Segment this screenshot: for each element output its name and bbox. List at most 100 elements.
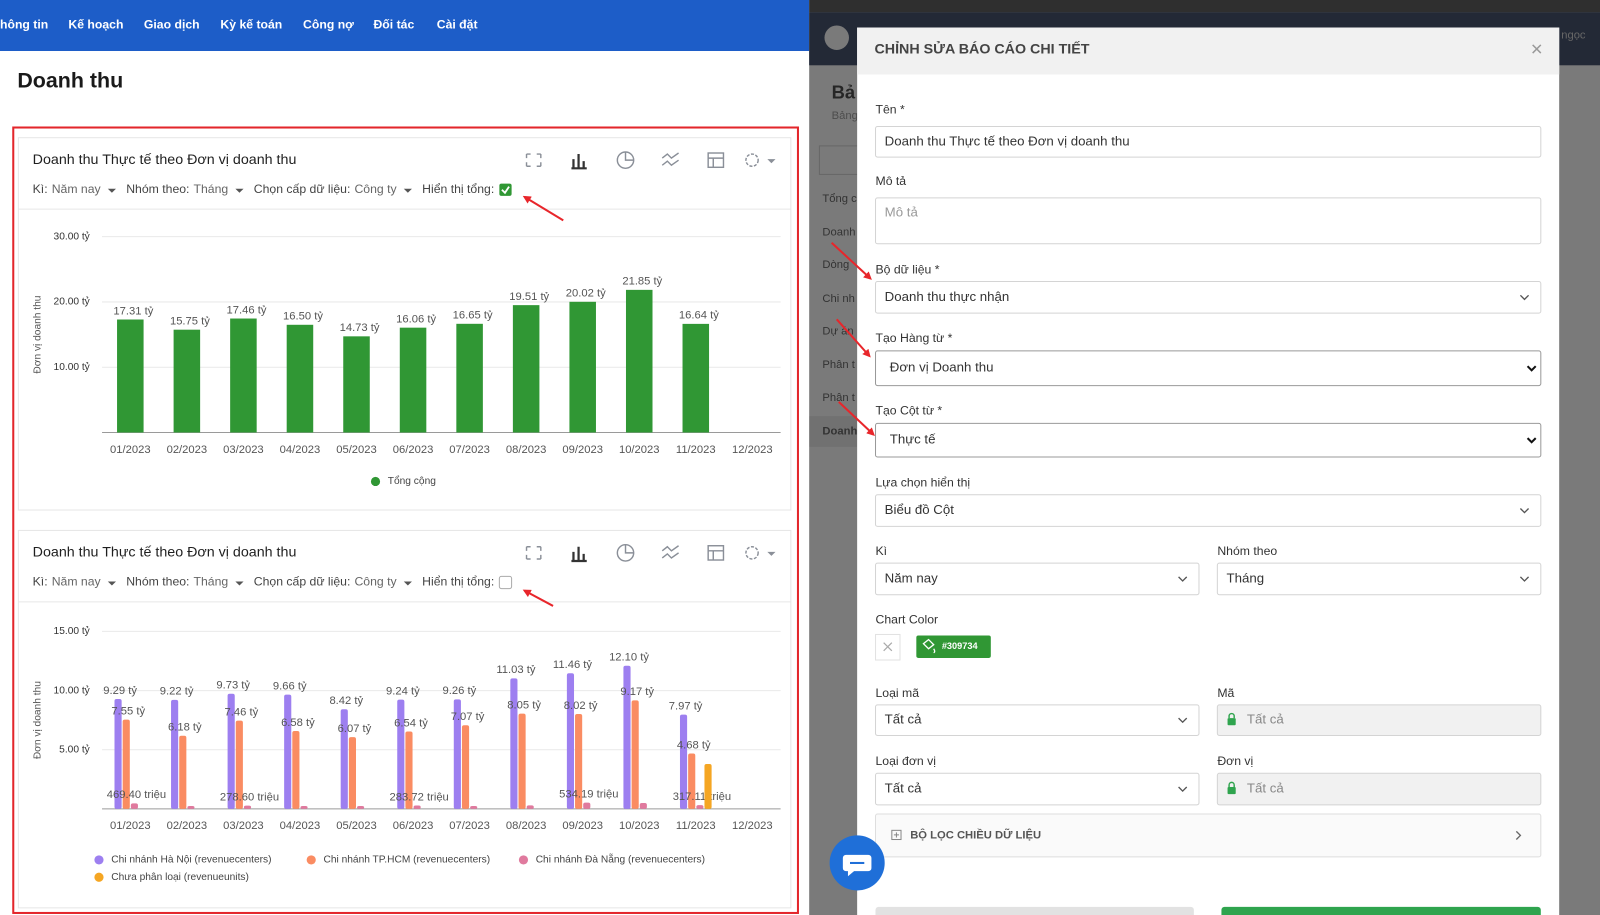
nav-item[interactable]: Cài đặt — [437, 18, 478, 32]
cancel-button[interactable] — [875, 906, 1194, 915]
value-label: 20.02 tỷ — [566, 288, 606, 300]
bar — [682, 323, 710, 433]
bar — [461, 725, 470, 809]
input[interactable] — [875, 281, 1542, 314]
caret — [107, 581, 116, 586]
filter-label[interactable]: Nhóm theo: — [126, 182, 189, 196]
icon-expand[interactable] — [525, 153, 542, 167]
legend-marker[interactable] — [518, 855, 529, 865]
card — [17, 137, 792, 511]
x-tick-label: 12/2023 — [732, 444, 773, 456]
nav-item[interactable]: Giao dịch — [144, 18, 200, 32]
filter-label[interactable]: Chọn cấp dữ liệu: — [254, 575, 351, 589]
legend-marker[interactable] — [94, 855, 104, 865]
field-label: Chart Color — [876, 612, 939, 626]
icon-bar[interactable] — [571, 154, 587, 170]
value-label: 469.40 triệu — [107, 789, 166, 801]
field-label: Bộ dữ liệu * — [876, 263, 940, 277]
bar — [413, 805, 421, 809]
icon-table-lines — [708, 550, 724, 561]
bar — [343, 336, 370, 433]
field-label: Nhóm theo — [1217, 544, 1277, 558]
caret — [767, 159, 776, 164]
legend-label[interactable]: Chi nhánh Hà Nội (revenuecenters) — [111, 855, 271, 866]
bar — [625, 289, 653, 433]
dimension-filter[interactable] — [875, 813, 1542, 858]
input[interactable] — [875, 197, 1542, 245]
show-total-checkbox[interactable] — [498, 575, 513, 590]
bar — [405, 731, 413, 809]
nav-item[interactable]: hông tin — [0, 18, 48, 32]
icon-settings[interactable] — [745, 153, 759, 167]
show-total-label: Hiển thị tổng: — [422, 182, 494, 196]
legend-label[interactable]: Chi nhánh Đà Nẵng (revenuecenters) — [536, 853, 705, 866]
nav-item[interactable]: Đối tác — [373, 18, 414, 32]
save-button[interactable] — [1221, 906, 1541, 915]
field-label: Mã — [1217, 686, 1234, 700]
filter-value[interactable]: Năm nay — [52, 575, 102, 589]
filter-value[interactable]: Năm nay — [52, 182, 102, 196]
input[interactable] — [875, 562, 1200, 596]
bar — [679, 714, 688, 809]
x-tick-label: 12/2023 — [732, 820, 773, 832]
icon-line[interactable] — [661, 152, 679, 167]
legend-marker[interactable] — [306, 855, 316, 865]
value-label: 16.65 tỷ — [453, 310, 493, 322]
bar — [130, 803, 138, 809]
filter-value[interactable]: Công ty — [354, 182, 397, 196]
dimension-filter-label[interactable]: BỘ LỌC CHIỀU DỮ LIỆU — [910, 828, 1041, 841]
icon-settings[interactable] — [745, 546, 759, 560]
value-label: 7.07 tỷ — [451, 711, 485, 723]
input[interactable] — [1216, 562, 1542, 596]
field-label: Kì — [876, 544, 888, 558]
filter-value[interactable]: Tháng — [194, 182, 229, 196]
nav-item[interactable]: Công nợ — [303, 18, 354, 32]
input[interactable] — [875, 422, 1542, 458]
nav-item[interactable]: Kế hoạch — [68, 18, 123, 32]
x-tick-label: 06/2023 — [393, 820, 434, 832]
input[interactable] — [875, 704, 1200, 736]
legend-label[interactable]: Chưa phân loại (revenueunits) — [111, 872, 249, 883]
bar — [286, 324, 314, 433]
y-tick-label: 20.00 tỷ — [54, 296, 91, 308]
modal-close[interactable] — [1532, 44, 1542, 54]
legend-label[interactable]: Chi nhánh TP.HCM (revenuecenters) — [323, 855, 490, 866]
filter-value[interactable]: Tháng — [194, 575, 229, 589]
card — [17, 529, 792, 909]
value-label: 16.06 tỷ — [396, 313, 436, 325]
value-label: 21.85 tỷ — [622, 276, 662, 288]
input[interactable] — [875, 350, 1542, 387]
bar — [173, 329, 201, 433]
icon-line[interactable] — [661, 545, 679, 559]
icon-bar[interactable] — [571, 546, 587, 563]
bar — [284, 694, 292, 809]
bar — [583, 802, 591, 809]
bar — [230, 318, 257, 433]
value-label: 7.55 tỷ — [111, 705, 145, 717]
filter-label[interactable]: Kì: — [33, 575, 48, 589]
bar — [704, 763, 712, 809]
x-tick-label: 06/2023 — [393, 444, 434, 456]
field-label: Mô tả — [876, 174, 907, 188]
show-total-checkbox[interactable] — [499, 183, 512, 196]
bar — [179, 735, 187, 809]
filter-value[interactable]: Công ty — [354, 575, 397, 589]
input[interactable] — [875, 494, 1542, 527]
legend-label[interactable]: Tổng cộng — [388, 475, 436, 487]
filter-label[interactable]: Kì: — [33, 182, 48, 196]
input[interactable] — [875, 125, 1542, 158]
input[interactable] — [875, 772, 1200, 806]
legend-marker[interactable] — [370, 476, 381, 487]
value-label: 283.72 triệu — [390, 791, 449, 803]
icon-table[interactable] — [707, 152, 725, 169]
field-label: Tạo Hàng từ * — [876, 331, 953, 345]
icon-expand[interactable] — [525, 546, 542, 560]
filter-label[interactable]: Nhóm theo: — [126, 575, 189, 589]
icon-table[interactable] — [707, 545, 725, 561]
nav-item[interactable]: Kỳ kế toán — [220, 18, 282, 32]
x-tick-label: 08/2023 — [506, 820, 547, 832]
filter-label[interactable]: Chọn cấp dữ liệu: — [254, 182, 351, 196]
legend-marker[interactable] — [94, 872, 104, 882]
check — [501, 186, 510, 195]
bar — [566, 673, 575, 809]
